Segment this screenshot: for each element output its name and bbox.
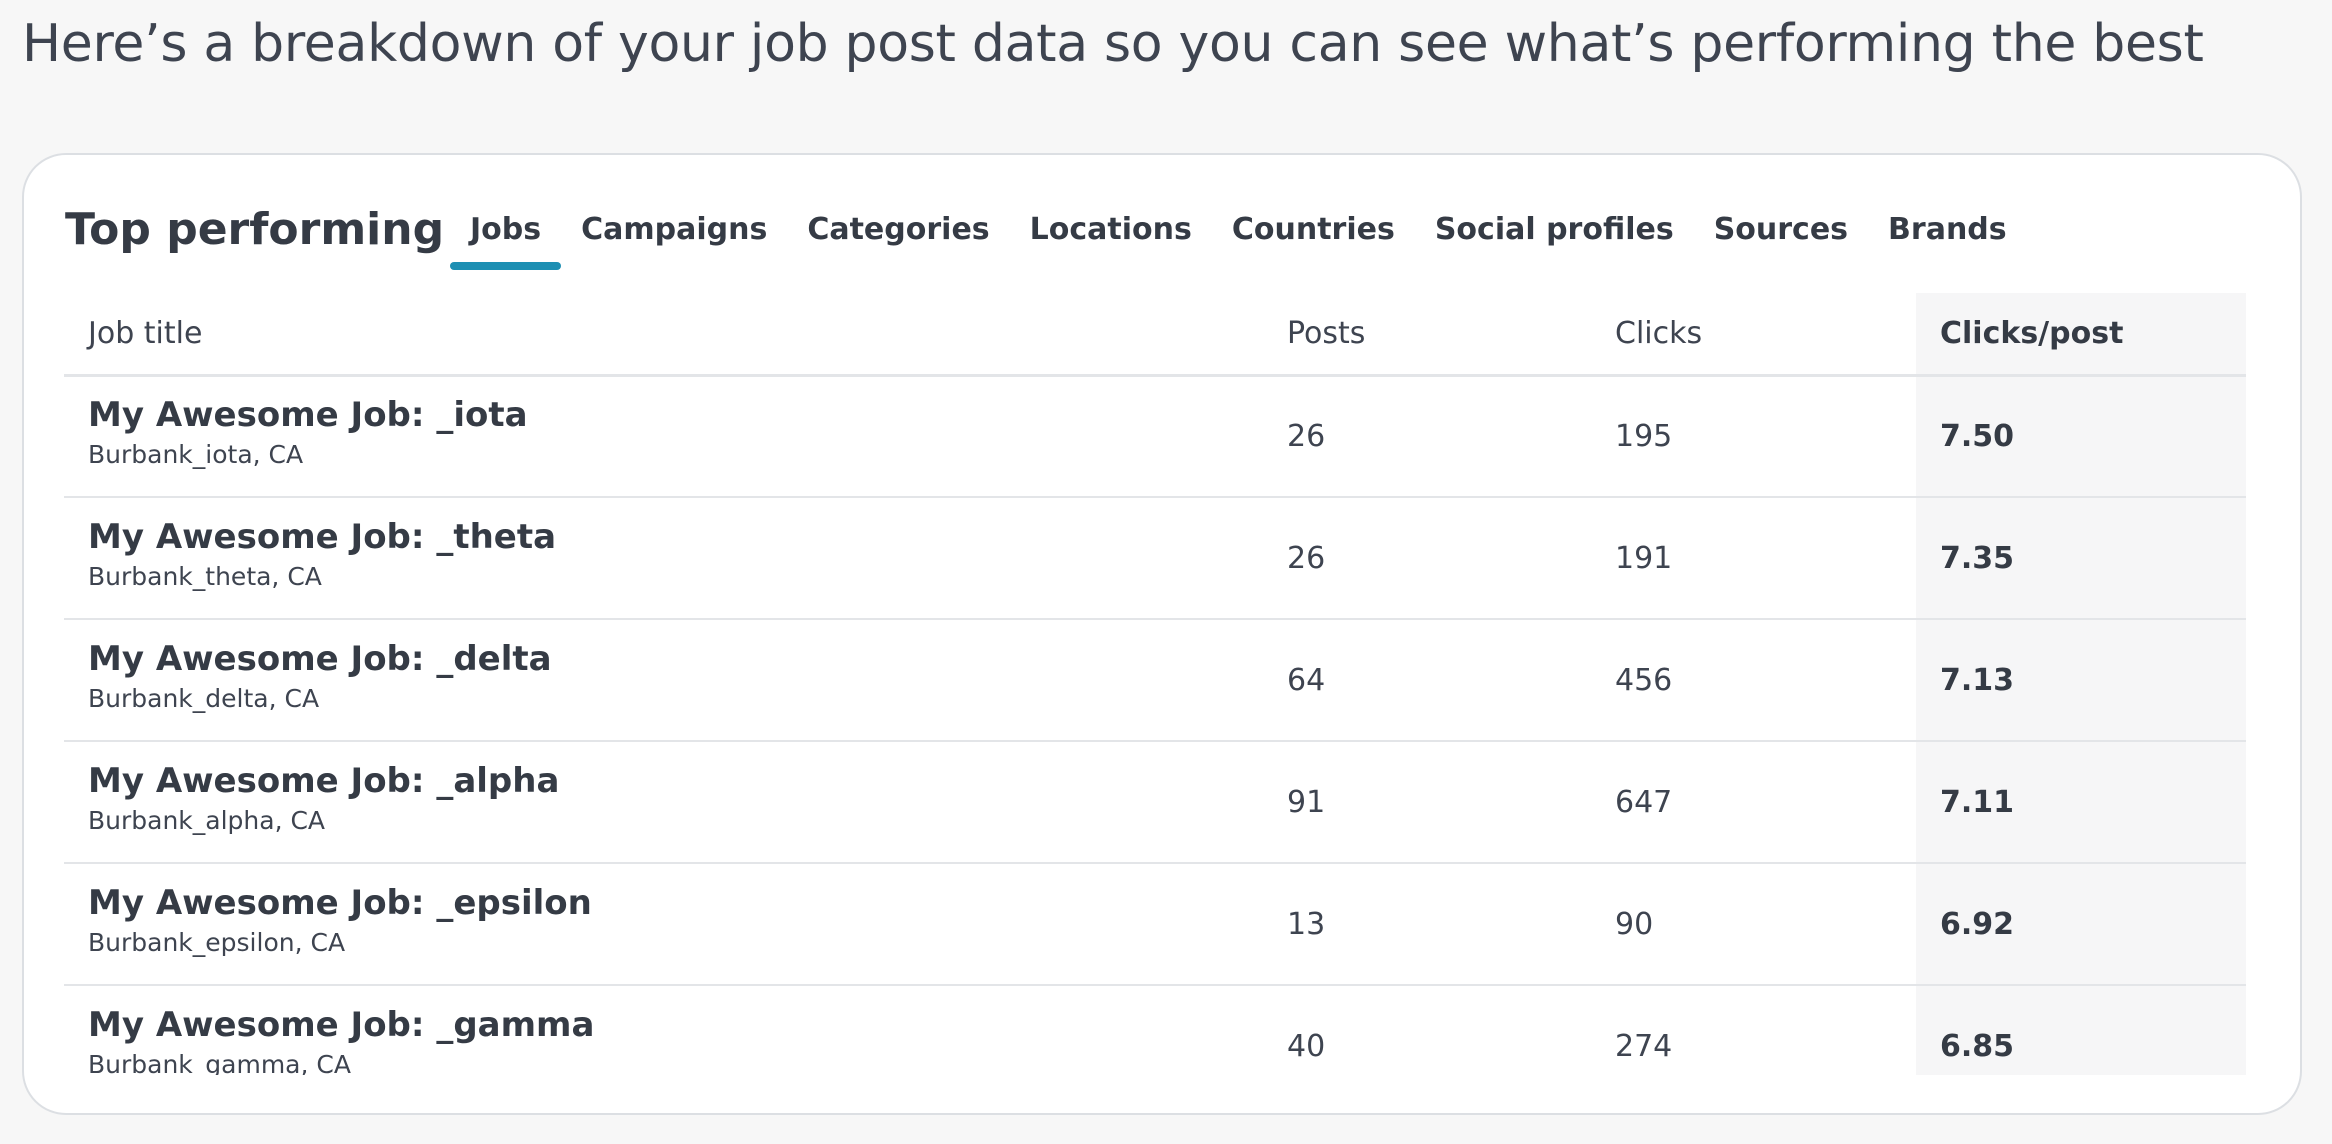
- job-location: Burbank_theta, CA: [88, 562, 322, 591]
- table-header-row: Job title Posts Clicks Clicks/post: [64, 293, 2246, 377]
- card-title: Top performing: [65, 204, 445, 255]
- clicks-cell: 456: [1591, 619, 1916, 742]
- jobs-table-scroll[interactable]: Job title Posts Clicks Clicks/post My Aw…: [64, 293, 2246, 1075]
- table-row[interactable]: My Awesome Job: _epsilon Burbank_epsilon…: [64, 863, 2246, 986]
- column-header-job-title[interactable]: Job title: [64, 293, 1263, 377]
- job-location: Burbank_alpha, CA: [88, 806, 326, 835]
- table-row[interactable]: My Awesome Job: _alpha Burbank_alpha, CA…: [64, 741, 2246, 864]
- job-title[interactable]: My Awesome Job: _alpha: [88, 761, 560, 801]
- job-cell: My Awesome Job: _epsilon Burbank_epsilon…: [64, 863, 1263, 986]
- clicks-per-post-cell: 7.11: [1916, 741, 2246, 864]
- clicks-cell: 195: [1591, 375, 1916, 498]
- clicks-per-post-cell: 7.50: [1916, 375, 2246, 498]
- table-row[interactable]: My Awesome Job: _theta Burbank_theta, CA…: [64, 497, 2246, 620]
- table-row[interactable]: My Awesome Job: _delta Burbank_delta, CA…: [64, 619, 2246, 742]
- job-cell: My Awesome Job: _delta Burbank_delta, CA: [64, 619, 1263, 742]
- table-row[interactable]: My Awesome Job: _gamma Burbank_gamma, CA…: [64, 985, 2246, 1075]
- column-header-clicks-per-post[interactable]: Clicks/post: [1916, 293, 2246, 377]
- clicks-cell: 274: [1591, 985, 1916, 1075]
- clicks-cell: 647: [1591, 741, 1916, 864]
- job-title[interactable]: My Awesome Job: _theta: [88, 517, 557, 557]
- job-title[interactable]: My Awesome Job: _iota: [88, 395, 528, 436]
- top-performing-card: Top performing Jobs Campaigns Categories…: [22, 153, 2302, 1115]
- posts-cell: 40: [1263, 985, 1591, 1075]
- job-cell: My Awesome Job: _theta Burbank_theta, CA: [64, 497, 1263, 620]
- clicks-per-post-cell: 6.92: [1916, 863, 2246, 986]
- tab-categories[interactable]: Categories: [807, 212, 990, 247]
- table-row[interactable]: My Awesome Job: _iota Burbank_iota, CA 2…: [64, 375, 2246, 498]
- tab-brands[interactable]: Brands: [1888, 212, 2007, 247]
- job-location: Burbank_iota, CA: [88, 440, 304, 470]
- tab-countries[interactable]: Countries: [1231, 212, 1395, 247]
- job-location: Burbank_delta, CA: [88, 684, 320, 713]
- tab-jobs[interactable]: Jobs: [450, 200, 562, 270]
- job-title[interactable]: My Awesome Job: _gamma: [88, 1005, 595, 1045]
- posts-cell: 26: [1263, 497, 1591, 620]
- job-title[interactable]: My Awesome Job: _delta: [88, 639, 552, 679]
- posts-cell: 26: [1263, 375, 1591, 498]
- job-title[interactable]: My Awesome Job: _epsilon: [88, 883, 592, 923]
- tab-locations[interactable]: Locations: [1029, 212, 1192, 247]
- page-headline: Here’s a breakdown of your job post data…: [22, 14, 2204, 74]
- column-header-posts[interactable]: Posts: [1263, 293, 1591, 377]
- job-location: Burbank_gamma, CA: [88, 1050, 351, 1075]
- tab-campaigns[interactable]: Campaigns: [581, 212, 768, 247]
- job-cell: My Awesome Job: _alpha Burbank_alpha, CA: [64, 741, 1263, 864]
- column-header-clicks[interactable]: Clicks: [1591, 293, 1916, 377]
- posts-cell: 64: [1263, 619, 1591, 742]
- clicks-per-post-cell: 7.13: [1916, 619, 2246, 742]
- clicks-cell: 191: [1591, 497, 1916, 620]
- posts-cell: 13: [1263, 863, 1591, 986]
- clicks-cell: 90: [1591, 863, 1916, 986]
- job-cell: My Awesome Job: _iota Burbank_iota, CA: [64, 375, 1263, 498]
- tab-bar: Jobs Campaigns Categories Locations Coun…: [450, 200, 2027, 270]
- clicks-per-post-cell: 7.35: [1916, 497, 2246, 620]
- job-location: Burbank_epsilon, CA: [88, 928, 346, 957]
- jobs-table: Job title Posts Clicks Clicks/post My Aw…: [64, 293, 2246, 1075]
- job-cell: My Awesome Job: _gamma Burbank_gamma, CA: [64, 985, 1263, 1075]
- posts-cell: 91: [1263, 741, 1591, 864]
- tab-sources[interactable]: Sources: [1713, 212, 1849, 247]
- clicks-per-post-cell: 6.85: [1916, 985, 2246, 1075]
- tab-social-profiles[interactable]: Social profiles: [1434, 212, 1674, 247]
